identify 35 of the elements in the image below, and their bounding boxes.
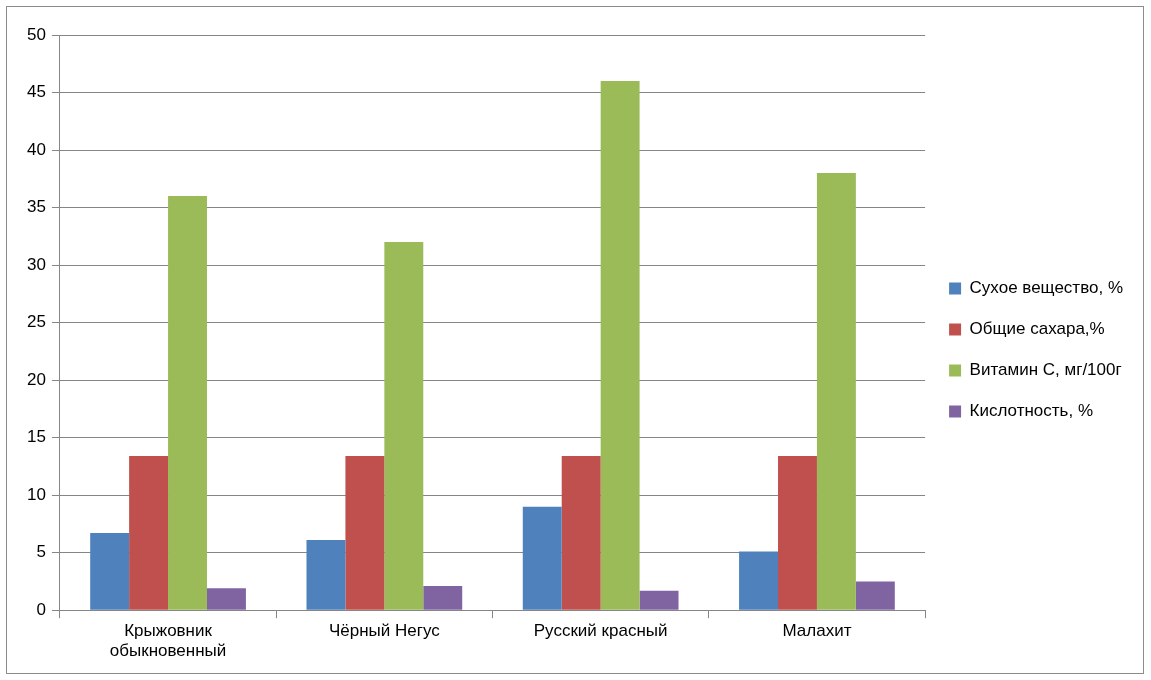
bar bbox=[384, 242, 424, 610]
bar bbox=[345, 456, 385, 610]
bar bbox=[522, 506, 562, 610]
bar bbox=[423, 586, 463, 610]
bar bbox=[306, 540, 346, 610]
y-tick-label: 15 bbox=[26, 427, 46, 447]
bar bbox=[129, 456, 169, 610]
legend-label: Кислотность, % bbox=[969, 401, 1094, 421]
x-tick-label: Чёрный Негус bbox=[328, 621, 441, 641]
legend-label: Витамин С, мг/100г bbox=[969, 360, 1122, 380]
bar bbox=[739, 551, 779, 610]
y-tick-label: 35 bbox=[26, 197, 46, 217]
y-tick-label: 50 bbox=[26, 24, 46, 44]
bar bbox=[206, 588, 246, 610]
legend-label: Сухое вещество, % bbox=[969, 278, 1124, 298]
y-tick-label: 0 bbox=[36, 599, 46, 619]
y-tick-label: 40 bbox=[26, 139, 46, 159]
bar bbox=[90, 533, 130, 610]
bar bbox=[855, 581, 895, 610]
y-tick-label: 45 bbox=[26, 82, 46, 102]
y-tick-label: 30 bbox=[26, 254, 46, 274]
bar bbox=[168, 196, 207, 610]
bar bbox=[639, 590, 679, 610]
legend-label: Общие сахара,% bbox=[969, 319, 1105, 339]
y-tick-label: 25 bbox=[26, 312, 46, 332]
y-tick-label: 5 bbox=[36, 542, 46, 562]
x-tick-label: Крыжовник обыкновенный bbox=[109, 621, 227, 661]
y-tick-label: 10 bbox=[26, 484, 46, 504]
y-tick-label: 20 bbox=[26, 369, 46, 389]
bar bbox=[600, 81, 640, 610]
bar bbox=[778, 456, 817, 610]
x-tick-label: Русский красный bbox=[533, 621, 668, 641]
x-tick-label: Малахит bbox=[782, 621, 852, 641]
bar bbox=[561, 456, 601, 610]
bar bbox=[816, 173, 856, 610]
